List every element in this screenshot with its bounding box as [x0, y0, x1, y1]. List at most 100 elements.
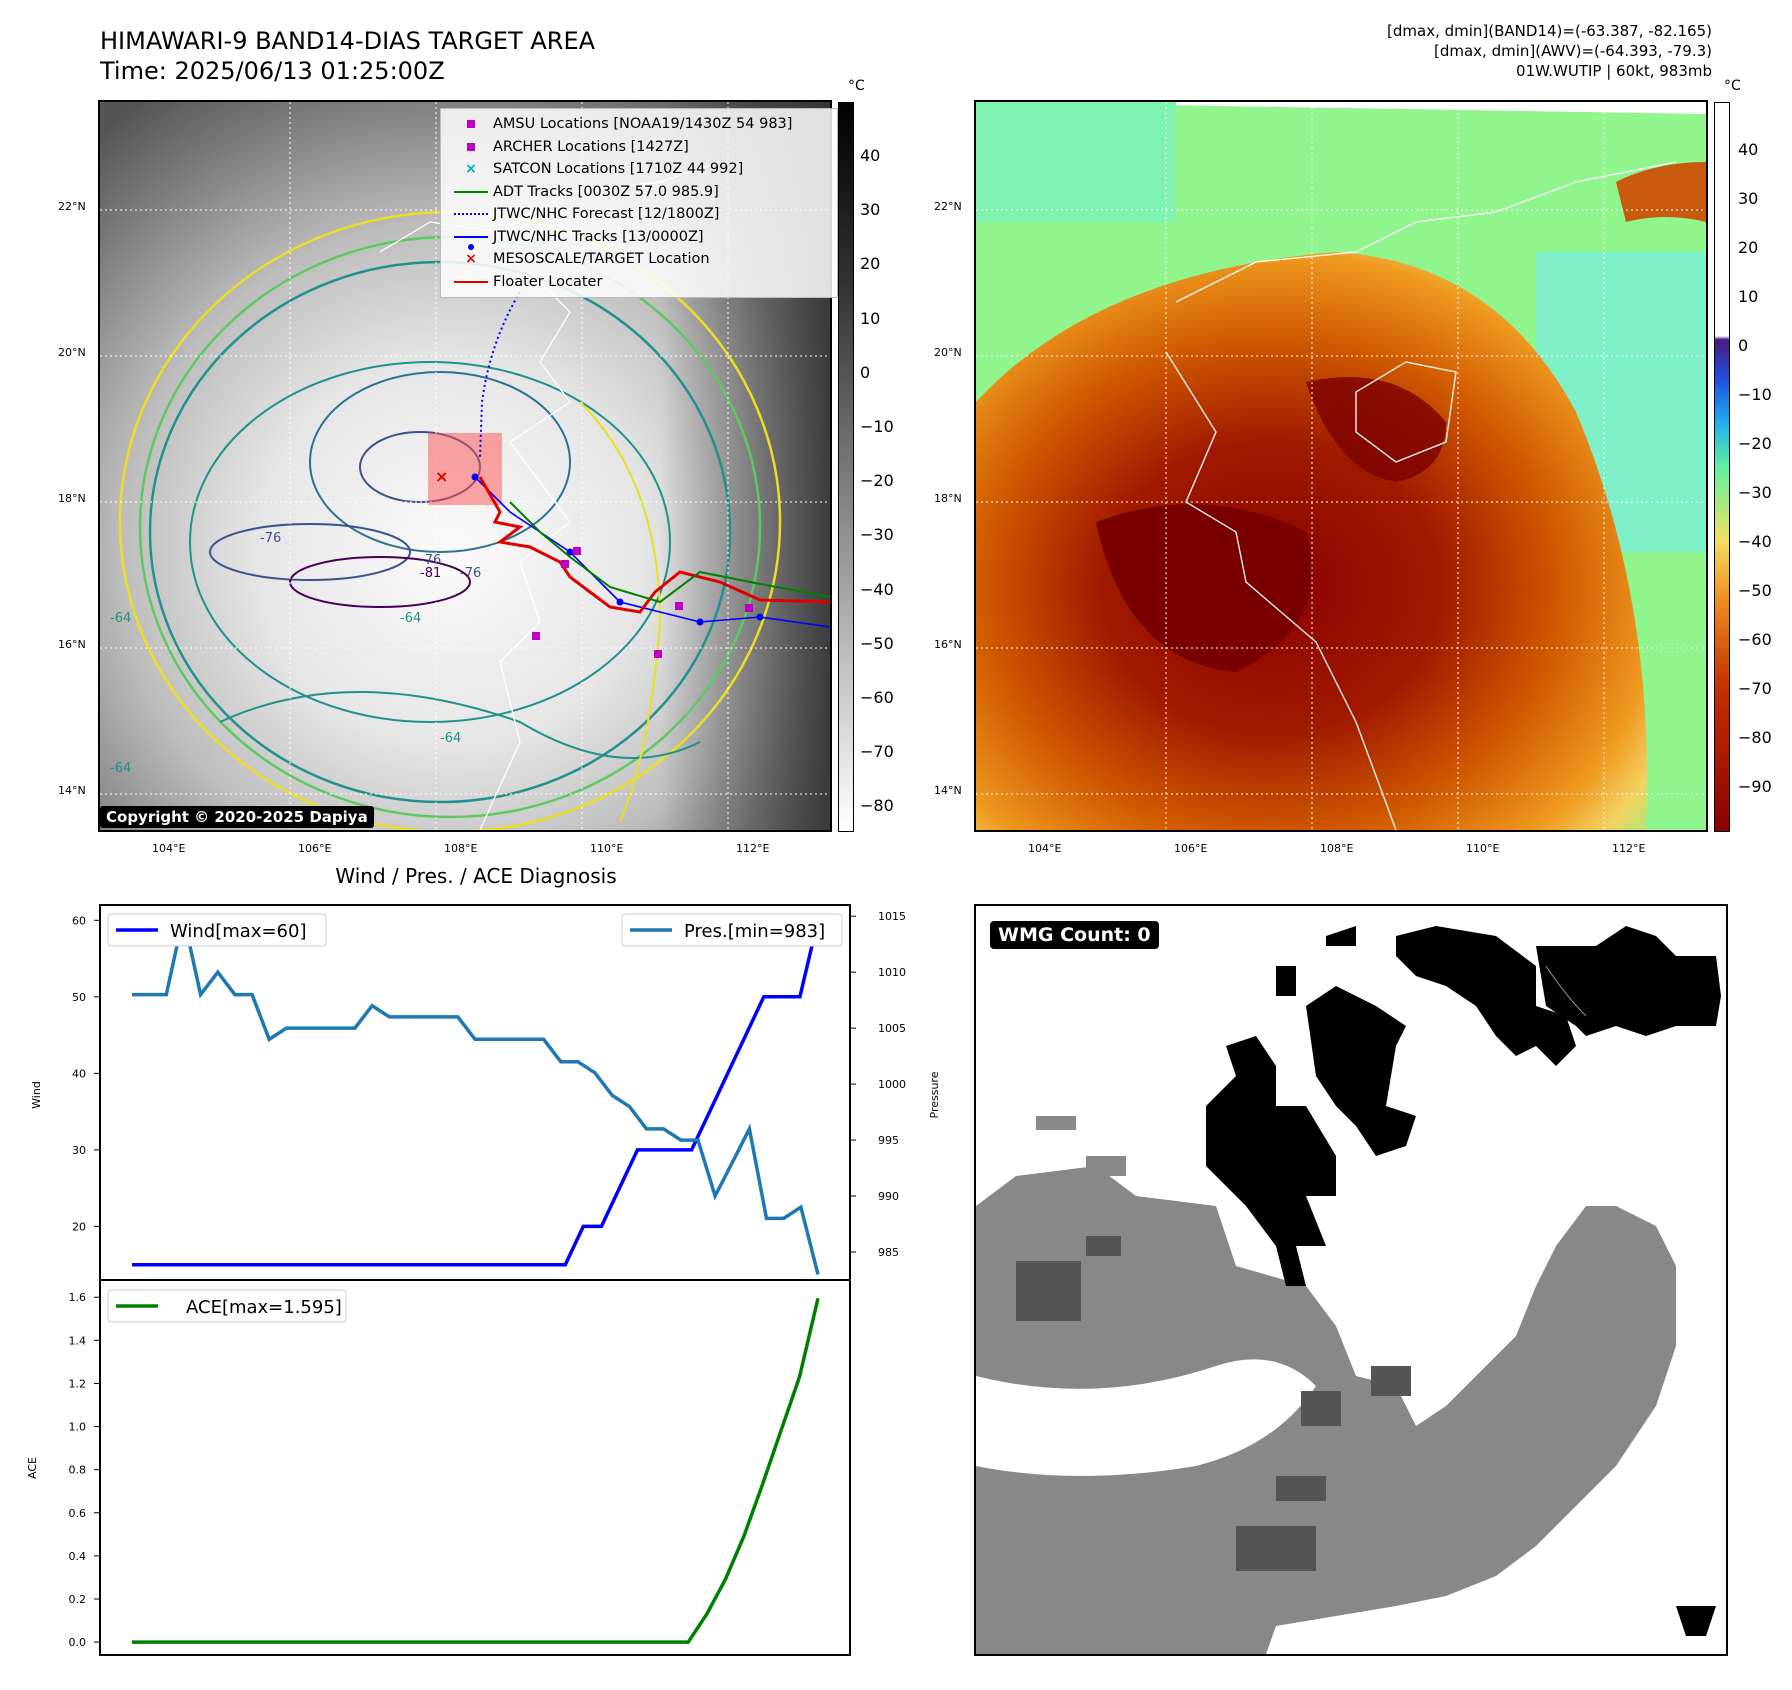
legend-archer: ARCHER Locations [1427Z]: [449, 136, 829, 159]
colorbar-tick-label: 20: [860, 254, 881, 274]
legend-amsu: AMSU Locations [NOAA19/1430Z 54 983]: [449, 113, 829, 136]
lat-tick-label: 16°N: [58, 638, 86, 651]
axis-tick-label: 0.2: [69, 1593, 87, 1606]
lat-tick-label: 18°N: [934, 492, 962, 505]
colorbar-tick-label: −30: [860, 525, 894, 545]
lon-tick-label: 106°E: [298, 842, 332, 855]
colorbar-tick-label: −60: [1738, 630, 1772, 649]
colorbar-tick-label: −20: [1738, 434, 1772, 453]
colorbar-tick-label: −10: [860, 417, 894, 436]
copyright-badge: Copyright © 2020-2025 Dapiya: [100, 806, 374, 828]
contour-label-2: -76: [420, 553, 441, 568]
lon-tick-label: 106°E: [1174, 842, 1208, 855]
colorbar-tick-label: 0: [1738, 336, 1749, 355]
lat-tick-label: 20°N: [58, 346, 86, 359]
axis-tick-label: 30: [72, 1144, 86, 1157]
legend-forecast: JTWC/NHC Forecast [12/1800Z]: [449, 203, 829, 226]
lat-tick-label: 14°N: [58, 784, 86, 797]
lon-tick-label: 104°E: [1028, 842, 1062, 855]
wmg-map: [976, 906, 1726, 1654]
colorbar-tick-label: −70: [1738, 679, 1772, 698]
lat-tick-label: 18°N: [58, 492, 86, 505]
legend-floater: Floater Locater: [449, 271, 829, 294]
colorbar-tick-label: −80: [1738, 728, 1772, 747]
x-marker-icon: ×: [465, 161, 477, 178]
ace-axis: 0.0 0.2 0.4 0.6 0.8 1.0 1.2 1.4 1.6: [69, 1291, 100, 1649]
axis-tick-label: 1.0: [69, 1421, 87, 1434]
axis-tick-label: 1015: [878, 910, 906, 923]
colorbar-tick-label: 40: [860, 146, 881, 165]
awv-map-panel: [974, 100, 1708, 832]
square-marker-icon: [467, 120, 475, 129]
pressure-axis: 985 990 995 1000 1005 1010 1015: [850, 910, 906, 1259]
colorbar-tick-label: −10: [1738, 385, 1772, 404]
wind-axis-label: Wind: [30, 1081, 43, 1109]
line-icon: [454, 280, 488, 283]
chart-time: Time: 2025/06/13 01:25:00Z: [100, 57, 445, 85]
colorbar-tick-label: −90: [1738, 777, 1772, 796]
legend-jtwc: JTWC/NHC Tracks [13/0000Z]: [449, 226, 829, 250]
wmg-count-badge: WMG Count: 0: [990, 921, 1159, 949]
x-marker-icon: ×: [465, 251, 477, 268]
colorbar-tick-label: 20: [1738, 238, 1759, 257]
ir-colorbar-unit: °C: [848, 78, 865, 94]
map-legend: AMSU Locations [NOAA19/1430Z 54 983] ARC…: [440, 108, 838, 298]
axis-tick-label: 40: [72, 1067, 86, 1080]
pressure-series-line: [132, 915, 820, 1275]
colorbar-tick-label: −20: [860, 471, 894, 491]
lon-tick-label: 108°E: [1320, 842, 1354, 855]
lat-tick-label: 14°N: [934, 784, 962, 797]
colorbar-tick-label: −50: [1738, 581, 1772, 600]
axis-tick-label: 0.4: [69, 1550, 87, 1563]
contour-label-8: -64: [110, 761, 131, 776]
contour-label-3: -81: [420, 566, 441, 581]
lat-tick-label: 22°N: [58, 200, 86, 213]
axis-tick-label: 1.6: [69, 1291, 87, 1304]
axis-tick-label: 60: [72, 914, 86, 927]
awv-colorbar: [1714, 102, 1730, 832]
colorbar-tick-label: 10: [1738, 287, 1759, 306]
lat-tick-label: 20°N: [934, 346, 962, 359]
axis-tick-label: 1010: [878, 966, 906, 979]
legend-adt: ADT Tracks [0030Z 57.0 985.9]: [449, 181, 829, 204]
axis-tick-label: 985: [878, 1246, 899, 1259]
line-dot-icon: [454, 235, 488, 238]
diagnosis-title: Wind / Pres. / ACE Diagnosis: [335, 864, 617, 888]
lat-tick-label: 16°N: [934, 638, 962, 651]
wind-axis: 20 30 40 50 60: [72, 914, 100, 1233]
legend-satcon: × SATCON Locations [1710Z 44 992]: [449, 158, 829, 181]
svg-text:×: ×: [435, 467, 448, 486]
lon-tick-label: 110°E: [590, 842, 624, 855]
lon-tick-label: 108°E: [444, 842, 478, 855]
info-band14: [dmax, dmin](BAND14)=(-63.387, -82.165): [1387, 22, 1712, 40]
colorbar-tick-label: −50: [860, 633, 894, 653]
contour-label-5: -64: [110, 611, 131, 626]
contour-label-7: -64: [440, 731, 461, 746]
axis-tick-label: 20: [72, 1220, 86, 1233]
lon-tick-label: 112°E: [1612, 842, 1646, 855]
lon-tick-label: 112°E: [736, 842, 770, 855]
pressure-axis-label: Pressure: [928, 1071, 941, 1118]
info-awv: [dmax, dmin](AWV)=(-64.393, -79.3): [1433, 42, 1712, 60]
diagnosis-chart: 20 30 40 50 60 985 990 995 1000 1005 1010 1015 0.0…: [26, 904, 941, 1656]
wind-legend: Wind[max=60]: [170, 921, 307, 942]
colorbar-tick-label: −60: [860, 688, 894, 707]
contour-label-6: -64: [400, 611, 421, 626]
chart-title: HIMAWARI-9 BAND14-DIAS TARGET AREA: [100, 27, 596, 55]
contour-label-1: -76: [260, 531, 281, 546]
contour-label-4: -76: [460, 566, 481, 581]
colorbar-tick-label: −40: [1738, 532, 1772, 551]
axis-tick-label: 50: [72, 991, 86, 1004]
square-marker-icon: [467, 142, 475, 151]
ace-legend: ACE[max=1.595]: [186, 1297, 342, 1318]
wmg-panel: [974, 904, 1728, 1656]
awv-map: [976, 102, 1706, 830]
axis-tick-label: 1000: [878, 1078, 906, 1091]
axis-tick-label: 990: [878, 1190, 899, 1203]
axis-tick-label: 1.4: [69, 1334, 87, 1347]
colorbar-tick-label: −40: [860, 579, 894, 599]
axis-tick-label: 1005: [878, 1022, 906, 1035]
lon-tick-label: 110°E: [1466, 842, 1500, 855]
colorbar-tick-label: 30: [860, 200, 881, 220]
colorbar-tick-label: −70: [860, 742, 894, 762]
